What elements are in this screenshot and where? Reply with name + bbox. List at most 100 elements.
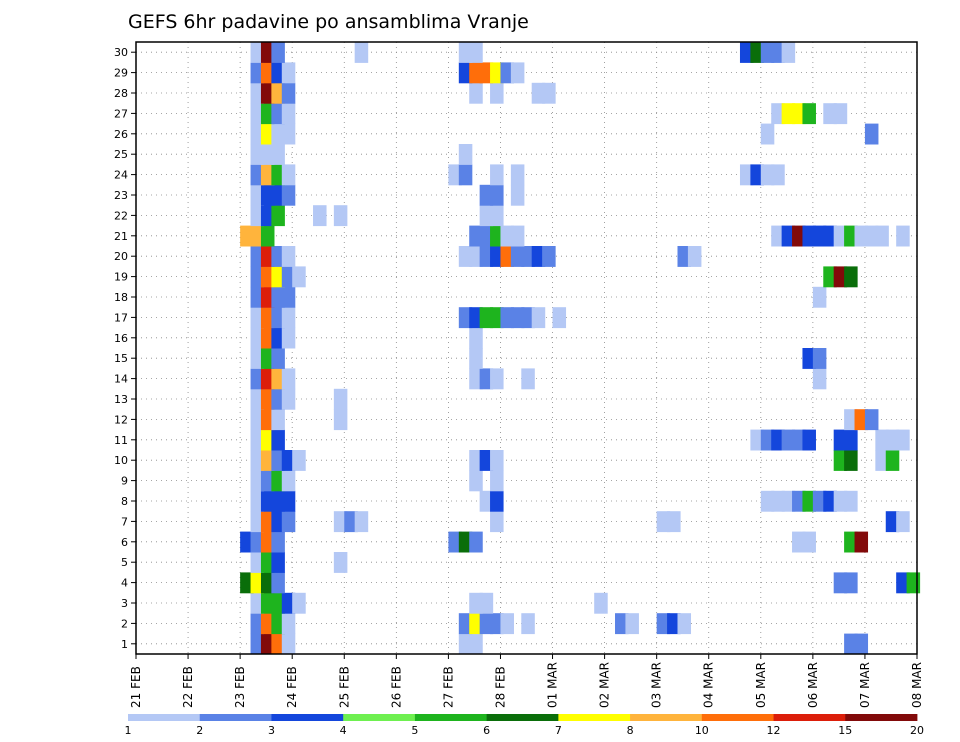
heatmap-cells bbox=[240, 42, 921, 655]
x-tick-label: 21 FEB bbox=[129, 666, 143, 708]
heatmap-cell bbox=[771, 42, 785, 63]
heatmap-cell bbox=[875, 225, 889, 247]
heatmap-cell bbox=[510, 62, 525, 84]
x-tick-label: 08 MAR bbox=[910, 662, 924, 708]
heatmap-cell bbox=[479, 613, 494, 635]
heatmap-cell bbox=[823, 266, 837, 288]
heatmap-cell bbox=[781, 225, 796, 247]
heatmap-cell bbox=[292, 592, 306, 614]
heatmap-cell bbox=[333, 552, 348, 573]
colorbar-label: 10 bbox=[695, 724, 709, 737]
heatmap-cell bbox=[281, 470, 296, 492]
heatmap-cell bbox=[448, 531, 462, 553]
heatmap-cell bbox=[271, 511, 285, 533]
heatmap-cell bbox=[677, 613, 692, 635]
heatmap-cell bbox=[750, 429, 764, 451]
heatmap-cell bbox=[823, 490, 837, 512]
heatmap-cell bbox=[271, 368, 285, 390]
heatmap-cell bbox=[458, 42, 473, 63]
y-axis: 1234567891011121314151617181920212223242… bbox=[114, 46, 136, 651]
heatmap-cell bbox=[479, 368, 494, 390]
heatmap-cell bbox=[250, 552, 265, 573]
heatmap-cell bbox=[771, 103, 785, 125]
heatmap-cell bbox=[469, 307, 483, 329]
heatmap-cell bbox=[271, 592, 285, 614]
heatmap-cell bbox=[490, 184, 504, 206]
heatmap-cell bbox=[812, 225, 827, 247]
colorbar-swatch bbox=[414, 714, 488, 721]
heatmap-cell bbox=[896, 572, 910, 594]
colorbar-label: 8 bbox=[627, 724, 634, 737]
x-tick-label: 04 MAR bbox=[702, 662, 716, 708]
heatmap-cell bbox=[271, 205, 285, 227]
colorbar-label: 2 bbox=[196, 724, 203, 737]
colorbar-label: 12 bbox=[767, 724, 781, 737]
heatmap-cell bbox=[271, 62, 285, 84]
heatmap-cell bbox=[844, 531, 858, 553]
heatmap-cell bbox=[792, 531, 806, 553]
y-tick-label: 11 bbox=[114, 434, 128, 447]
heatmap-cell bbox=[760, 429, 775, 451]
x-tick-label: 02 MAR bbox=[598, 662, 612, 708]
heatmap-cell bbox=[490, 450, 504, 471]
heatmap-cell bbox=[479, 307, 494, 329]
heatmap-cell bbox=[260, 470, 275, 492]
heatmap-cell bbox=[250, 144, 265, 165]
heatmap-cell bbox=[271, 123, 285, 145]
heatmap-cell bbox=[802, 348, 816, 369]
x-tick-label: 24 FEB bbox=[285, 666, 299, 708]
heatmap-cell bbox=[844, 409, 858, 431]
y-tick-label: 1 bbox=[121, 638, 128, 651]
heatmap-cell bbox=[448, 164, 462, 186]
heatmap-cell bbox=[864, 123, 879, 145]
heatmap-cell bbox=[260, 409, 275, 431]
heatmap-cell bbox=[469, 592, 483, 614]
heatmap-cell bbox=[739, 42, 754, 63]
heatmap-cell bbox=[490, 164, 504, 186]
heatmap-cell bbox=[812, 368, 827, 390]
heatmap-cell bbox=[250, 103, 265, 125]
heatmap-cell bbox=[260, 388, 275, 410]
y-tick-label: 7 bbox=[121, 515, 128, 528]
heatmap-cell bbox=[844, 490, 858, 512]
heatmap-cell bbox=[250, 205, 265, 227]
y-tick-label: 3 bbox=[121, 597, 128, 610]
heatmap-cell bbox=[667, 613, 681, 635]
heatmap-cell bbox=[906, 572, 921, 594]
colorbar-swatch bbox=[343, 714, 416, 721]
heatmap-cell bbox=[271, 103, 285, 125]
heatmap-cell bbox=[479, 225, 494, 247]
heatmap-cell bbox=[490, 62, 504, 84]
heatmap-cell bbox=[781, 490, 796, 512]
heatmap-cell bbox=[250, 123, 265, 145]
heatmap-cell bbox=[521, 246, 535, 267]
heatmap-cell bbox=[458, 164, 473, 186]
heatmap-cell bbox=[833, 450, 848, 471]
heatmap-cell bbox=[271, 613, 285, 635]
heatmap-cell bbox=[260, 592, 275, 614]
heatmap-cell bbox=[760, 164, 775, 186]
heatmap-cell bbox=[833, 225, 848, 247]
x-tick-label: 22 FEB bbox=[181, 666, 195, 708]
heatmap-cell bbox=[823, 225, 837, 247]
heatmap-cell bbox=[469, 348, 483, 369]
heatmap-cell bbox=[885, 511, 900, 533]
heatmap-cell bbox=[469, 327, 483, 349]
heatmap-cell bbox=[760, 42, 775, 63]
heatmap-cell bbox=[260, 368, 275, 390]
heatmap-cell bbox=[260, 184, 275, 206]
heatmap-cell bbox=[469, 531, 483, 553]
heatmap-cell bbox=[625, 613, 639, 635]
heatmap-cell bbox=[281, 164, 296, 186]
heatmap-cell bbox=[250, 572, 265, 594]
heatmap-cell bbox=[500, 225, 514, 247]
heatmap-cell bbox=[260, 307, 275, 329]
x-tick-label: 23 FEB bbox=[233, 666, 247, 708]
heatmap-cell bbox=[458, 633, 473, 655]
heatmap-cell bbox=[479, 490, 494, 512]
heatmap-cell bbox=[250, 490, 265, 512]
heatmap-cell bbox=[281, 368, 296, 390]
heatmap-cell bbox=[781, 103, 796, 125]
heatmap-cell bbox=[667, 511, 681, 533]
